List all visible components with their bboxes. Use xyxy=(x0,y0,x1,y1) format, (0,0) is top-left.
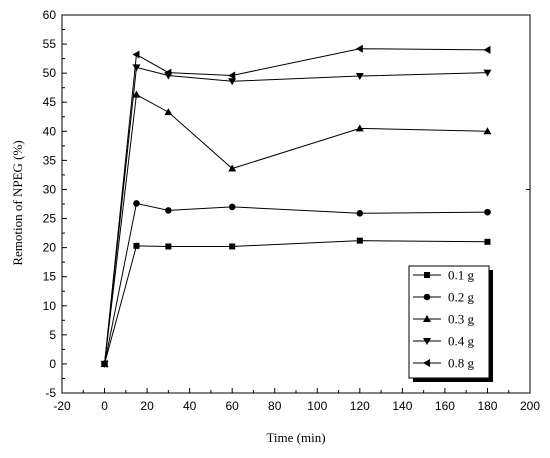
y-tick-label: 25 xyxy=(43,212,57,226)
y-tick-label: 10 xyxy=(43,299,57,313)
legend: 0.1 g 0.2 g 0.3 g 0.4 g 0.8 g xyxy=(408,265,493,382)
legend-label: 0.8 g xyxy=(448,356,475,371)
legend-box xyxy=(408,265,490,379)
legend-marker xyxy=(423,293,431,301)
data-point xyxy=(228,71,236,80)
y-tick-label: 15 xyxy=(43,270,57,284)
data-point xyxy=(164,68,172,77)
data-point xyxy=(355,44,363,53)
legend-item: 0.1 g xyxy=(413,268,475,283)
legend-label: 0.3 g xyxy=(448,312,475,327)
y-tick-label: 5 xyxy=(49,328,56,342)
legend-label: 0.2 g xyxy=(448,290,475,305)
legend-label: 0.1 g xyxy=(448,268,475,283)
data-point xyxy=(483,69,492,77)
legend-item: 0.2 g xyxy=(413,290,475,305)
data-point xyxy=(228,164,237,172)
data-point xyxy=(132,90,141,98)
data-point xyxy=(356,237,363,244)
legend-marker xyxy=(423,359,430,367)
legend-label: 0.4 g xyxy=(448,334,475,349)
data-point xyxy=(484,208,491,216)
series-5 xyxy=(100,44,491,368)
y-tick-label: -5 xyxy=(45,386,56,400)
x-tick-label: 20 xyxy=(140,399,154,413)
legend-item: 0.8 g xyxy=(413,356,475,371)
legend-item: 0.4 g xyxy=(413,334,475,349)
x-tick-label: -20 xyxy=(53,399,71,413)
data-point xyxy=(355,124,364,132)
data-point xyxy=(229,243,236,250)
y-tick-label: 35 xyxy=(43,153,57,167)
data-point xyxy=(356,210,364,217)
y-tick-label: 40 xyxy=(43,124,57,138)
x-tick-label: 160 xyxy=(435,399,455,413)
data-point xyxy=(355,73,364,81)
series-line xyxy=(104,66,488,364)
x-tick-label: 60 xyxy=(226,399,240,413)
data-point xyxy=(228,78,237,86)
y-tick-label: 30 xyxy=(43,182,57,196)
series-line xyxy=(104,202,488,365)
series-line xyxy=(104,93,488,364)
x-tick-label: 120 xyxy=(350,399,370,413)
series-line xyxy=(104,48,488,364)
x-tick-label: 100 xyxy=(307,399,327,413)
x-tick-label: 0 xyxy=(101,399,108,413)
legend-marker xyxy=(423,315,431,322)
series-line xyxy=(104,240,488,365)
data-point xyxy=(165,243,172,250)
x-tick-label: 200 xyxy=(520,399,540,413)
y-tick-label: 60 xyxy=(43,8,57,22)
data-point xyxy=(483,127,492,135)
y-tick-label: 55 xyxy=(43,37,57,51)
data-point xyxy=(483,45,491,54)
y-tick-label: 50 xyxy=(43,66,57,80)
data-point xyxy=(133,200,140,207)
y-tick-label: 0 xyxy=(49,357,56,371)
legend-item: 0.3 g xyxy=(413,312,475,327)
x-tick-label: 140 xyxy=(392,399,412,413)
legend-marker xyxy=(423,338,431,345)
y-tick-label: 20 xyxy=(43,241,57,255)
x-tick-label: 80 xyxy=(268,399,282,413)
data-point xyxy=(484,238,491,245)
x-axis-title: Time (min) xyxy=(266,430,325,445)
y-axis-title: Remotion of NPEG (%) xyxy=(10,140,25,265)
data-point xyxy=(228,203,236,211)
data-point xyxy=(164,108,173,116)
legend-marker xyxy=(424,272,430,278)
data-point xyxy=(132,50,140,59)
data-point xyxy=(133,242,140,249)
data-point xyxy=(132,64,141,72)
series-2 xyxy=(101,200,491,368)
data-point xyxy=(165,207,172,214)
x-tick-label: 40 xyxy=(183,399,197,413)
data-point xyxy=(100,359,108,368)
x-tick-label: 180 xyxy=(477,399,497,413)
y-tick-label: 45 xyxy=(43,95,57,109)
